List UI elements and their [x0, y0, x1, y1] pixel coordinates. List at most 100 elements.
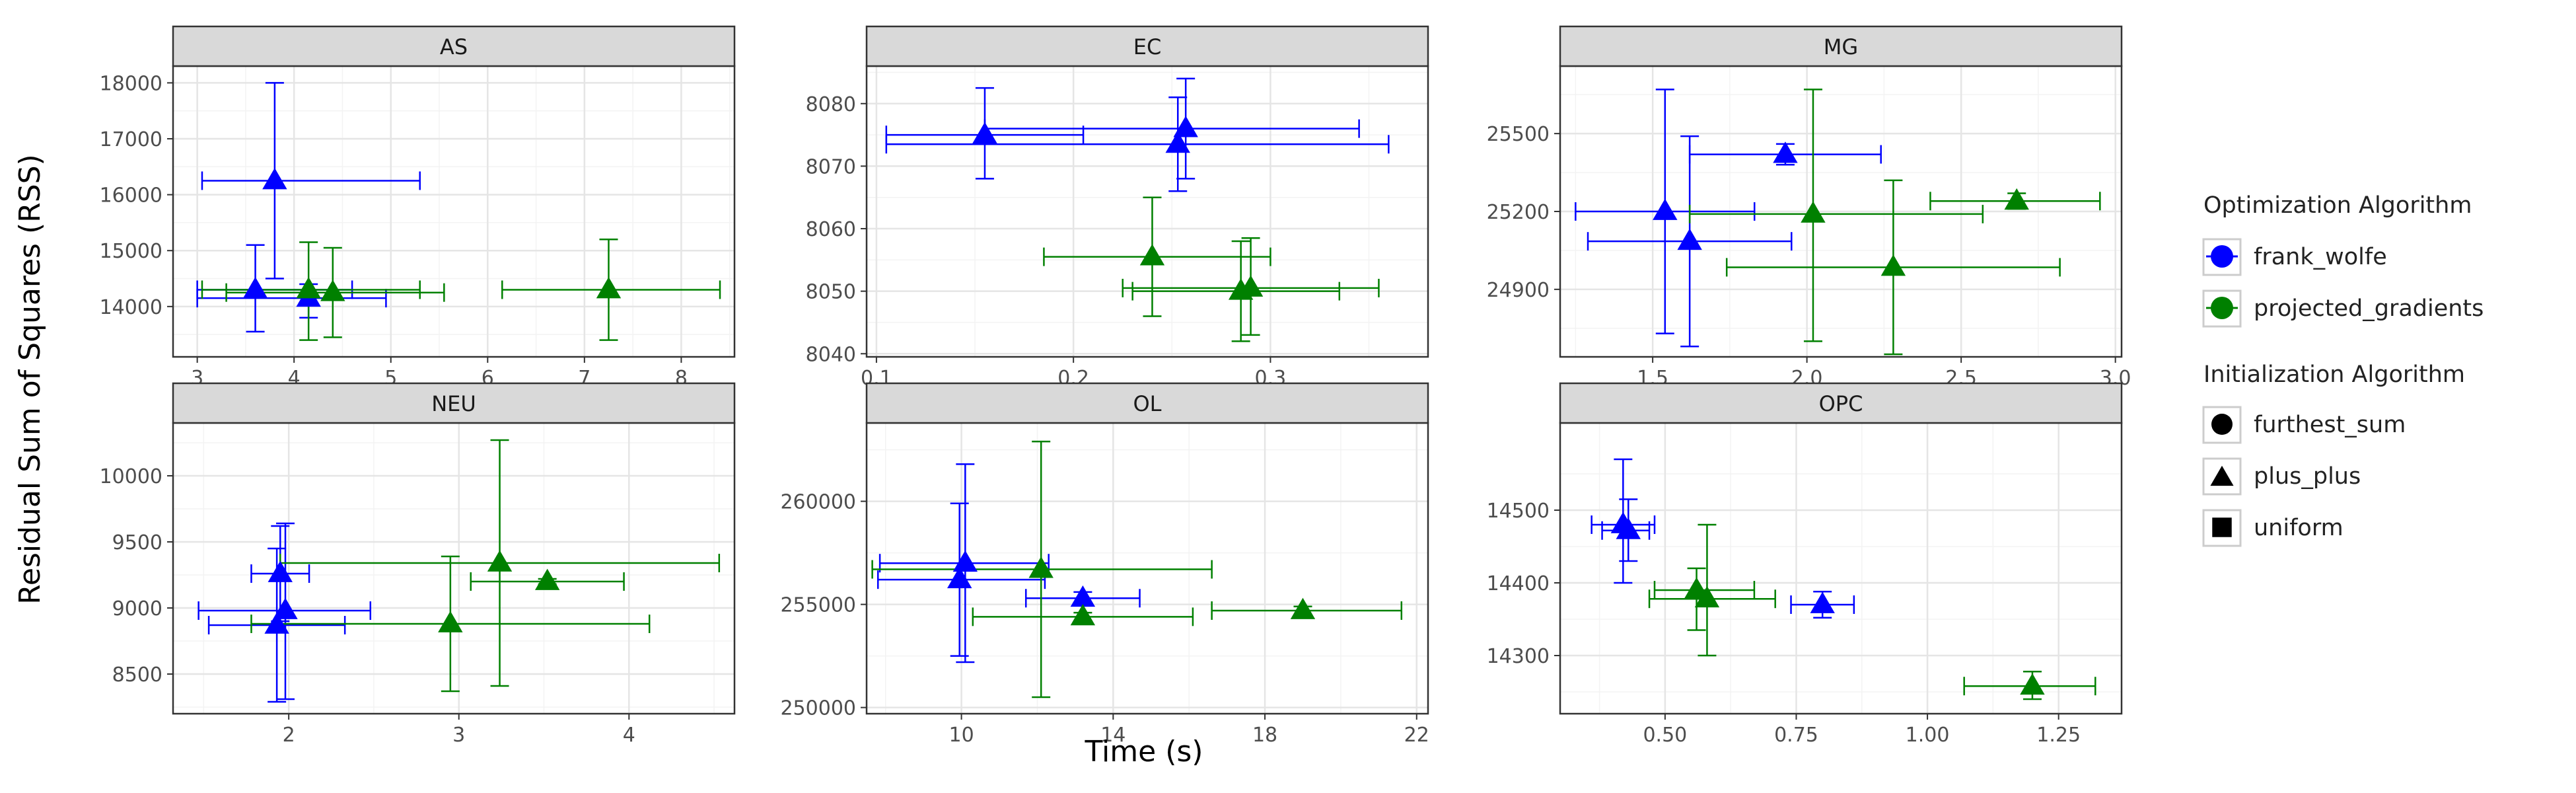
x-tick-label: 2 — [283, 724, 295, 747]
point-projected_gradients-uniform — [1801, 201, 1826, 223]
legend-shape-label: furthest_sum — [2254, 412, 2406, 438]
y-axis-title: Residual Sum of Squares (RSS) — [13, 154, 47, 604]
y-tick-label: 18000 — [100, 72, 162, 95]
facet-strip-label: NEU — [431, 391, 476, 416]
facet-strip-label: MG — [1824, 34, 1858, 59]
y-tick-label: 8060 — [806, 218, 856, 241]
x-tick-label: 22 — [1404, 724, 1429, 747]
y-tick-label: 17000 — [100, 128, 162, 151]
point-frank_wolfe-uniform — [273, 597, 298, 619]
y-tick-label: 260000 — [780, 491, 856, 514]
point-projected_gradients-furthest_sum — [2004, 188, 2029, 210]
legend-key-marker — [2211, 245, 2233, 268]
point-frank_wolfe-uniform — [242, 277, 268, 299]
legend-color-label: frank_wolfe — [2254, 244, 2387, 270]
point-projected_gradients-uniform — [296, 277, 321, 299]
y-tick-label: 25500 — [1487, 123, 1550, 146]
legend-key-box — [2202, 457, 2242, 496]
point-projected_gradients-uniform — [1228, 278, 1254, 300]
panel-background — [867, 423, 1428, 714]
y-tick-label: 255000 — [780, 594, 856, 617]
point-frank_wolfe-furthest_sum — [262, 168, 287, 190]
facet-strip — [172, 382, 736, 424]
facet-strip — [1559, 382, 2123, 424]
legend-color-title: Optimization Algorithm — [2203, 192, 2472, 219]
legend-key-marker — [2211, 297, 2233, 319]
point-frank_wolfe-plus_plus — [1173, 116, 1198, 137]
point-frank_wolfe-furthest_sum — [1773, 141, 1798, 163]
y-tick-label: 8050 — [806, 281, 856, 304]
x-tick-label: 1.00 — [1906, 724, 1950, 747]
point-frank_wolfe-furthest_sum — [972, 122, 997, 144]
y-tick-label: 250000 — [780, 697, 856, 720]
facet-strip-label: AS — [440, 34, 468, 59]
point-frank_wolfe-plus_plus — [1653, 198, 1678, 220]
point-projected_gradients-plus_plus — [438, 611, 463, 632]
point-projected_gradients-uniform — [1070, 603, 1096, 626]
point-projected_gradients-furthest_sum — [1290, 597, 1316, 619]
legend-color-entries: frank_wolfe projected_gradients — [2202, 238, 2484, 328]
point-frank_wolfe-furthest_sum — [268, 560, 293, 582]
y-tick-label: 25200 — [1487, 201, 1550, 224]
point-projected_gradients-furthest_sum — [534, 568, 560, 590]
legend-key-circle — [2211, 414, 2233, 435]
y-tick-label: 14400 — [1487, 572, 1550, 595]
y-tick-label: 14500 — [1487, 500, 1550, 523]
point-frank_wolfe-uniform — [1610, 511, 1636, 533]
y-tick-label: 24900 — [1487, 279, 1550, 302]
point-frank_wolfe-furthest_sum — [1070, 585, 1096, 607]
y-tick-label: 14300 — [1487, 645, 1550, 668]
y-tick-label: 9000 — [112, 597, 162, 621]
x-tick-label: 10 — [948, 724, 974, 747]
point-frank_wolfe-furthest_sum — [1810, 591, 1835, 613]
x-tick-label: 0.75 — [1774, 724, 1818, 747]
x-tick-label: 1.25 — [2036, 724, 2081, 747]
panel-neu: 2 3 4 8500 9000 9500 10000 NEU — [100, 382, 736, 747]
facet-strip — [172, 25, 736, 67]
point-projected_gradients-plus_plus — [1880, 254, 1906, 276]
point-projected_gradients-plus_plus — [1684, 577, 1709, 599]
point-projected_gradients-furthest_sum — [1139, 244, 1165, 266]
x-tick-label: 18 — [1252, 724, 1277, 747]
x-tick-label: 0.50 — [1643, 724, 1687, 747]
y-tick-label: 8070 — [806, 155, 856, 178]
x-axis-title: Time (s) — [1085, 735, 1203, 769]
y-tick-label: 16000 — [100, 184, 162, 208]
legend-shape-label: plus_plus — [2254, 463, 2361, 490]
y-tick-label: 8040 — [806, 343, 856, 366]
legend-shape-entry-furthest_sum: furthest_sum — [2202, 406, 2406, 444]
panel-background — [173, 66, 734, 357]
point-projected_gradients-plus_plus — [1028, 556, 1054, 578]
facet-strip — [865, 25, 1429, 67]
legend-color-entry-frank_wolfe: frank_wolfe — [2202, 238, 2387, 276]
y-tick-label: 10000 — [100, 465, 162, 488]
panel-opc: 0.50 0.75 1.00 1.25 14300 14400 14500 OPC — [1487, 382, 2123, 747]
facet-strip-label: OPC — [1819, 391, 1863, 416]
legend-shape-entry-uniform: uniform — [2202, 509, 2343, 547]
x-tick-label: 14 — [1100, 724, 1126, 747]
legend: Optimization Algorithm frank_wolfeprojec… — [2202, 192, 2484, 547]
legend-key-triangle — [2210, 465, 2234, 486]
y-tick-label: 8080 — [806, 93, 856, 116]
point-frank_wolfe-uniform — [947, 566, 972, 589]
y-tick-label: 15000 — [100, 240, 162, 263]
point-frank_wolfe-plus_plus — [952, 550, 978, 572]
point-projected_gradients-furthest_sum — [2020, 673, 2045, 695]
facet-strip-label: OL — [1133, 391, 1161, 416]
y-tick-label: 14000 — [100, 296, 162, 319]
facet-strip-label: EC — [1133, 34, 1162, 59]
point-projected_gradients-plus_plus — [320, 280, 345, 301]
point-frank_wolfe-uniform — [1165, 131, 1190, 153]
legend-key-square — [2212, 517, 2232, 537]
point-frank_wolfe-uniform — [1677, 228, 1702, 250]
point-frank_wolfe-plus_plus — [264, 612, 289, 634]
y-tick-label: 8500 — [112, 663, 162, 687]
point-projected_gradients-furthest_sum — [596, 277, 622, 299]
legend-shape-entry-plus_plus: plus_plus — [2202, 457, 2361, 496]
